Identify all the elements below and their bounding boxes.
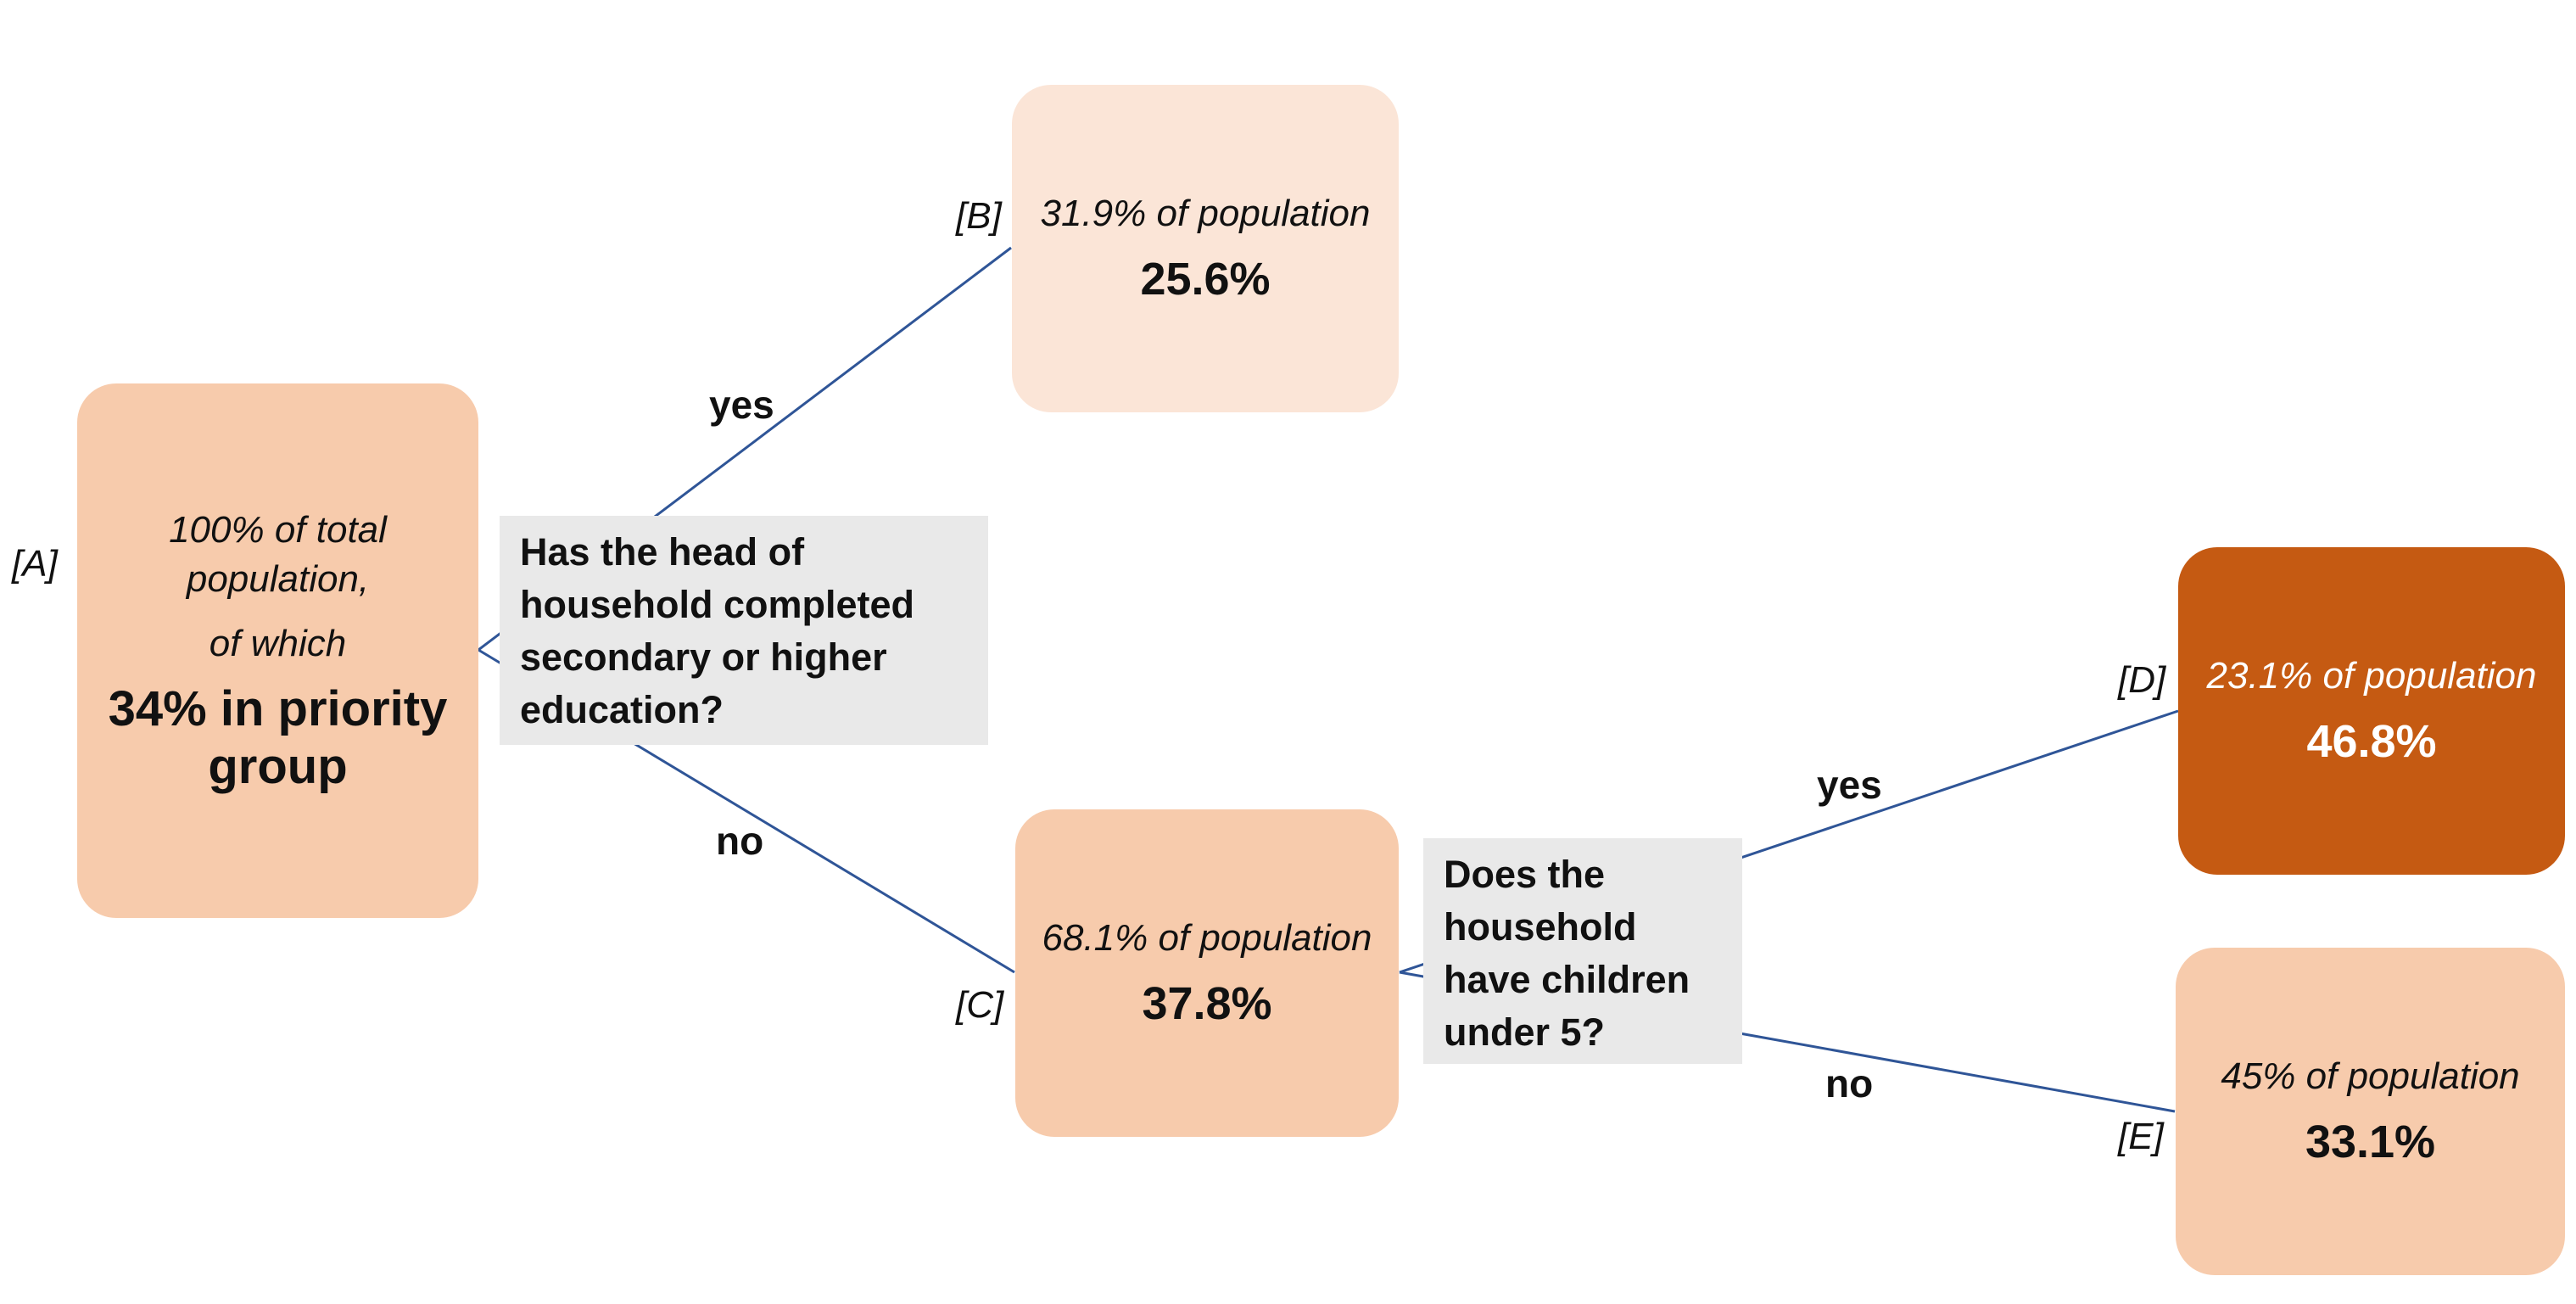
question-children-line: Does the (1444, 853, 1606, 896)
node-a-share-line: 100% of total (169, 509, 387, 551)
node-b-share: 31.9% of population (1040, 193, 1371, 234)
question-children-line: under 5? (1444, 1010, 1606, 1054)
node-a-rate-line: group (208, 739, 348, 794)
node-e-tag: [E] (2118, 1116, 2164, 1157)
node-d-rate: 46.8% (2306, 716, 2437, 767)
node-b: 31.9% of population 25.6% (1012, 85, 1399, 412)
question-education-line: secondary or higher (520, 635, 887, 679)
question-education-line: education? (520, 688, 724, 731)
node-a-rate-line: 34% in priority (108, 681, 448, 736)
node-c-rate: 37.8% (1142, 978, 1272, 1029)
question-children: Does the household have children under 5… (1423, 838, 1742, 1064)
edge-label-c-e: no (1825, 1061, 1874, 1105)
question-education-line: household completed (520, 583, 915, 626)
question-children-line: household (1444, 905, 1637, 949)
node-e-rate: 33.1% (2305, 1117, 2436, 1167)
node-a-share-line: population, (186, 558, 370, 600)
node-b-tag: [B] (956, 195, 1002, 237)
node-c: 68.1% of population 37.8% (1015, 809, 1399, 1137)
node-d: 23.1% of population 46.8% (2178, 547, 2565, 875)
node-b-rate: 25.6% (1140, 254, 1271, 305)
node-a-share-line: of which (209, 623, 347, 664)
node-a-tag: [A] (12, 543, 58, 585)
node-e-share: 45% of population (2221, 1055, 2520, 1097)
node-c-share: 68.1% of population (1042, 917, 1372, 959)
edge-label-a-c: no (716, 819, 764, 863)
node-a: 100% of total population, of which 34% i… (77, 383, 478, 918)
node-c-tag: [C] (956, 984, 1004, 1026)
node-d-tag: [D] (2118, 659, 2166, 701)
node-d-share: 23.1% of population (2206, 655, 2537, 697)
edge-label-c-d: yes (1817, 763, 1882, 807)
question-education: Has the head of household completed seco… (500, 516, 988, 745)
question-children-line: have children (1444, 958, 1690, 1001)
node-e: 45% of population 33.1% (2176, 948, 2565, 1275)
question-education-line: Has the head of (520, 530, 805, 574)
edge-label-a-b: yes (709, 383, 774, 427)
